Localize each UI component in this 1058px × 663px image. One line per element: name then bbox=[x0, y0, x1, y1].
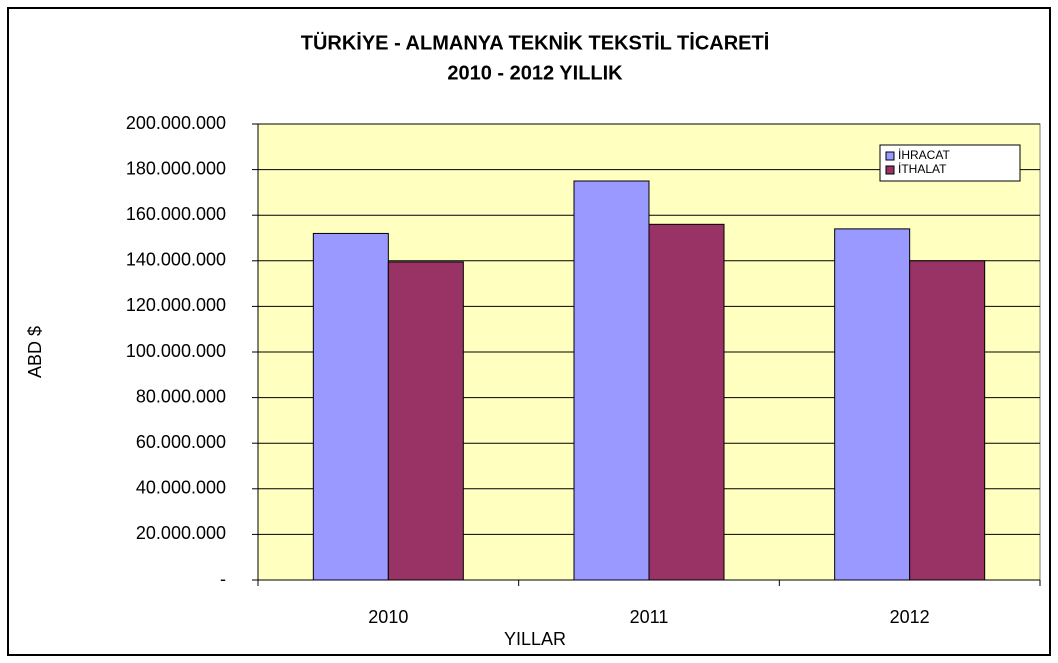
y-tick-label: 140.000.000 bbox=[126, 250, 226, 270]
y-tick-label: 100.000.000 bbox=[126, 341, 226, 361]
y-tick-label: 80.000.000 bbox=[136, 386, 226, 406]
legend-label: İHRACAT bbox=[898, 148, 950, 162]
bar bbox=[312, 232, 389, 581]
bar bbox=[648, 223, 725, 581]
x-axis-label: YILLAR bbox=[504, 629, 566, 649]
x-tick-label: 2011 bbox=[630, 607, 669, 627]
y-tick-label: 40.000.000 bbox=[136, 478, 226, 498]
legend-swatch bbox=[885, 165, 895, 175]
y-tick-label: - bbox=[220, 569, 226, 589]
legend-swatch bbox=[885, 151, 895, 161]
bar bbox=[834, 228, 911, 581]
legend-box bbox=[879, 144, 1021, 182]
y-tick-label: 20.000.000 bbox=[136, 523, 226, 543]
y-axis-label: ABD $ bbox=[25, 326, 45, 378]
y-tick-label: 120.000.000 bbox=[126, 295, 226, 315]
chart-title: TÜRKİYE - ALMANYA TEKNİK TEKSTİL TİCARET… bbox=[301, 31, 770, 54]
bar bbox=[387, 261, 464, 581]
chart-subtitle: 2010 - 2012 YILLIK bbox=[447, 62, 623, 84]
y-tick-label: 160.000.000 bbox=[126, 204, 226, 224]
legend-label: İTHALAT bbox=[898, 162, 947, 176]
x-tick-label: 2012 bbox=[890, 607, 930, 627]
y-tick-label: 200.000.000 bbox=[126, 113, 226, 133]
x-tick-label: 2010 bbox=[368, 607, 408, 627]
y-tick-label: 60.000.000 bbox=[136, 432, 226, 452]
y-tick-label: 180.000.000 bbox=[126, 158, 226, 178]
bar bbox=[573, 180, 650, 581]
bar bbox=[909, 260, 986, 581]
